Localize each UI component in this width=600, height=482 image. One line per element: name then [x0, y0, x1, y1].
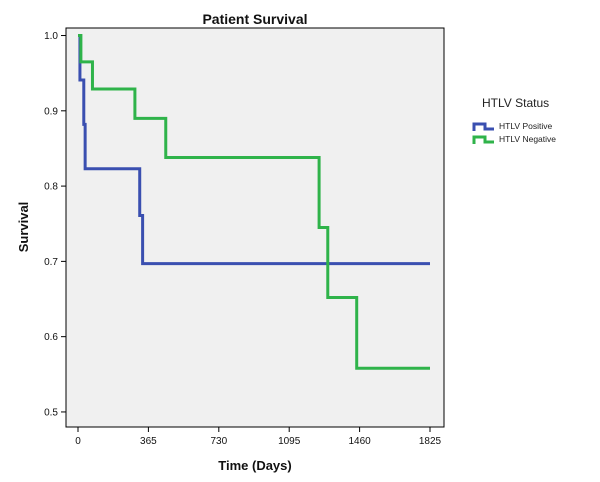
x-tick-label: 0 [75, 436, 81, 447]
legend-swatch-positive [472, 122, 494, 131]
plot-area [65, 27, 445, 428]
x-axis-label: Time (Days) [218, 458, 291, 473]
series-line-htlv-negative [78, 34, 430, 370]
y-tick-label: 0.8 [44, 182, 58, 193]
legend-swatch-negative [472, 135, 494, 144]
legend-label-positive: HTLV Positive [499, 120, 553, 131]
chart-title: Patient Survival [202, 11, 307, 27]
y-tick-label: 0.6 [44, 332, 58, 343]
x-tick-label: 730 [210, 436, 227, 447]
legend-title: HTLV Status [482, 96, 550, 110]
x-tick-label: 365 [140, 436, 157, 447]
series-line-htlv-positive [78, 34, 430, 266]
legend-item-negative: HTLV Negative [472, 132, 556, 145]
y-tick-label: 1.0 [44, 31, 58, 42]
x-tick-label: 1825 [419, 436, 442, 447]
legend-item-positive: HTLV Positive [472, 119, 556, 132]
x-tick-label: 1095 [278, 436, 301, 447]
y-tick-label: 0.5 [44, 407, 58, 418]
legend-label-negative: HTLV Negative [499, 133, 557, 144]
y-axis-label: Survival [16, 202, 31, 253]
y-tick-label: 0.9 [44, 106, 58, 117]
series-layer [78, 34, 430, 370]
y-tick-label: 0.7 [44, 257, 58, 268]
y-axis: 1.0 0.9 0.8 0.7 0.6 0.5 [44, 31, 66, 418]
x-axis: 0 365 730 1095 1460 1825 [75, 427, 442, 447]
legend: HTLV Status HTLV Positive HTLV Negative [472, 96, 556, 145]
x-tick-label: 1460 [348, 436, 371, 447]
